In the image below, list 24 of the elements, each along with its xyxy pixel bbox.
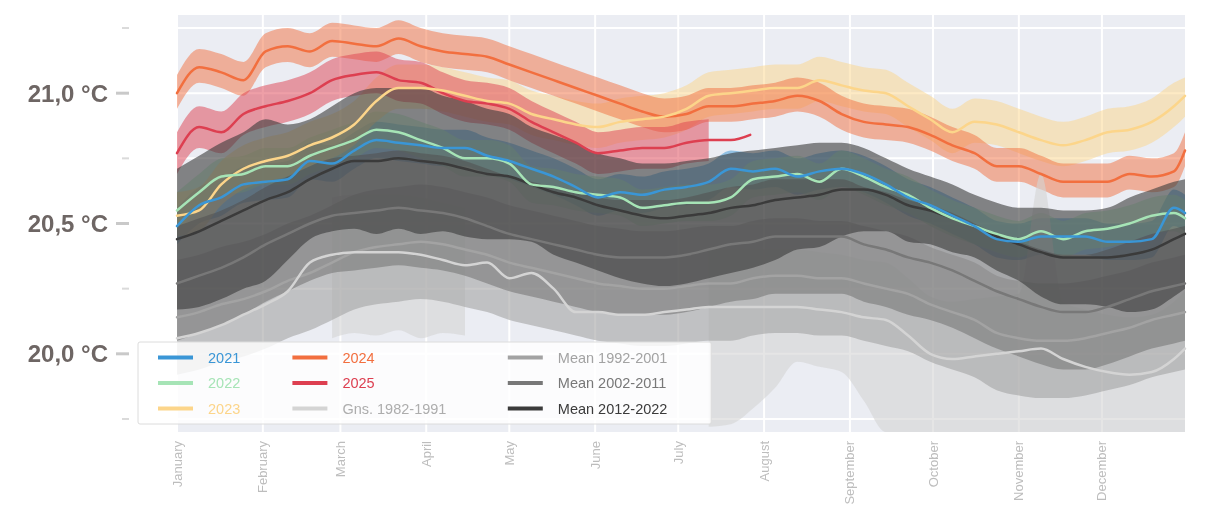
x-tick-label: October <box>925 440 941 488</box>
legend-label: 2021 <box>208 349 241 366</box>
x-tick-label: July <box>670 440 686 465</box>
x-tick-label: June <box>587 441 603 470</box>
x-tick-label: March <box>332 441 348 478</box>
x-tick-label: April <box>418 440 434 468</box>
legend-label: Mean 2002-2011 <box>557 375 667 391</box>
legend-label: 2022 <box>208 375 241 391</box>
legend-label: Gns. 1982-1991 <box>342 400 447 417</box>
legend-label: Mean 1992-2001 <box>557 349 668 366</box>
x-tick-label: December <box>1094 440 1110 501</box>
legend-label: 2024 <box>342 349 375 366</box>
y-tick-label: 20,0 °C <box>27 340 108 368</box>
legend-label: 2023 <box>208 400 241 417</box>
y-tick-label: 21,0 °C <box>27 79 108 107</box>
x-tick-label: May <box>501 440 517 466</box>
x-tick-label: November <box>1011 440 1027 501</box>
legend-label: Mean 2012-2022 <box>557 400 668 417</box>
y-tick-label: 20,5 °C <box>27 210 108 237</box>
legend-label: 2025 <box>342 375 375 391</box>
x-tick-label: January <box>169 440 185 488</box>
x-tick-label: February <box>255 440 271 494</box>
x-tick-label: September <box>842 440 858 505</box>
x-tick-label: August <box>756 440 772 482</box>
